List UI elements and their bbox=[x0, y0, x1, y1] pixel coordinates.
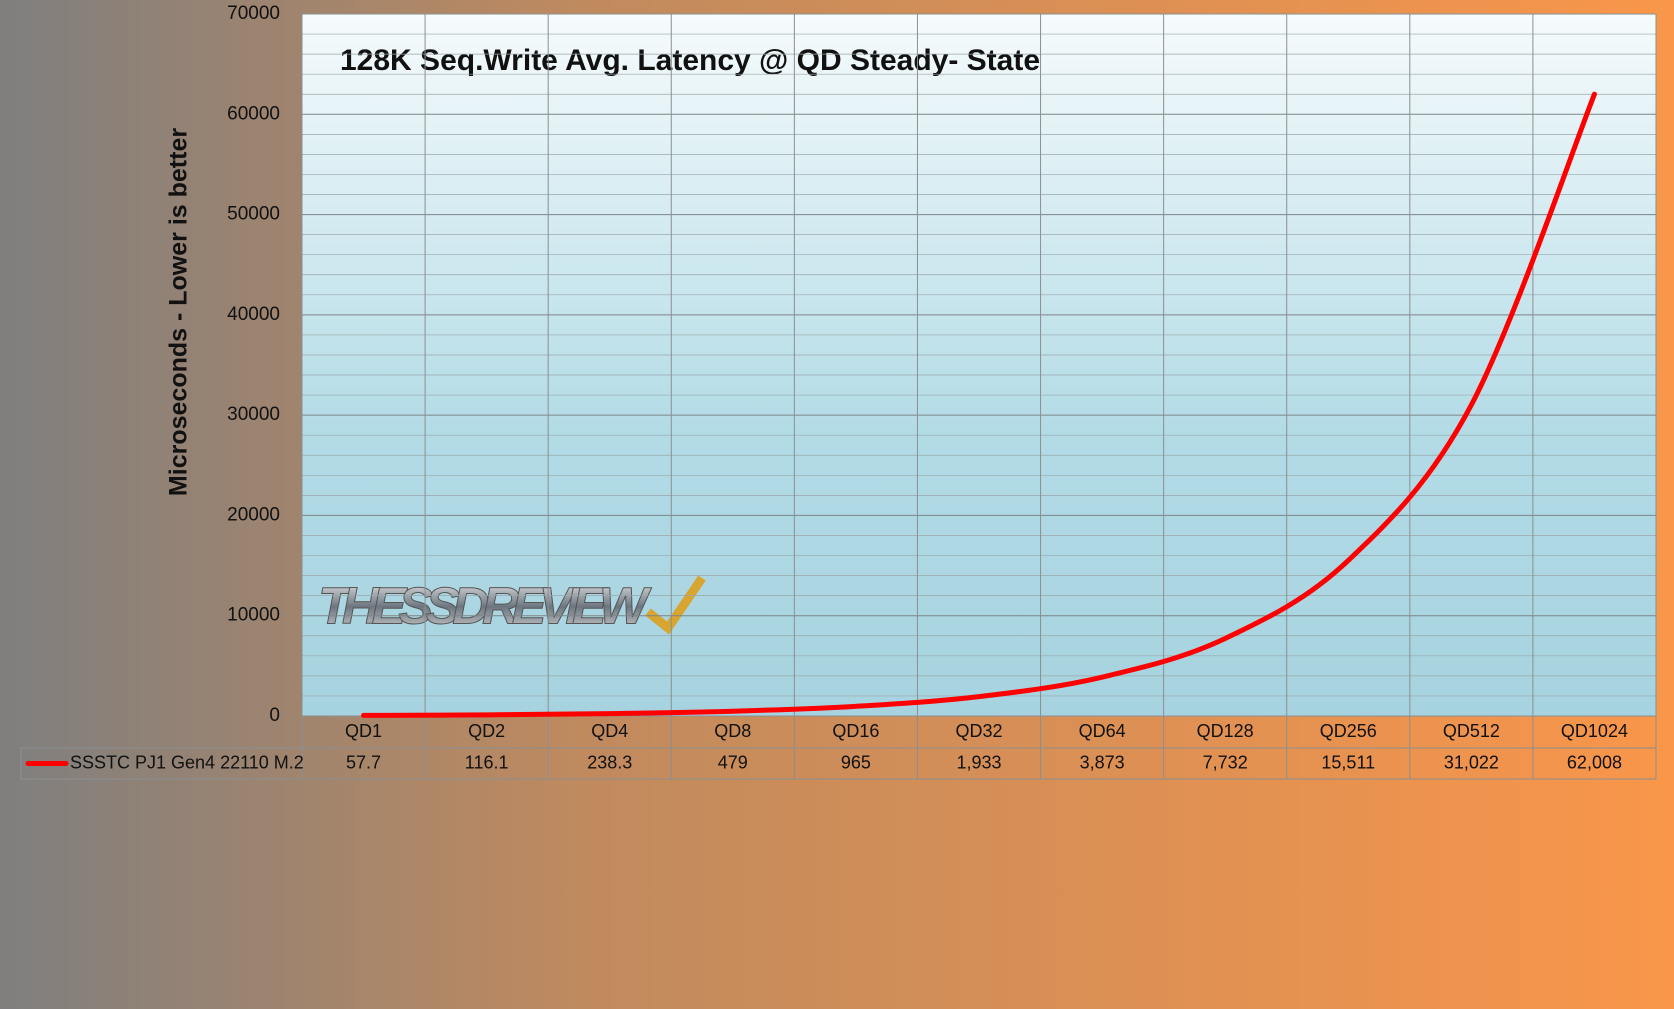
data-table-value: 479 bbox=[718, 752, 748, 772]
logo-check bbox=[645, 575, 706, 635]
data-table-value: 238.3 bbox=[587, 752, 632, 772]
data-table-value: 31,022 bbox=[1444, 752, 1499, 772]
logo: THESSDREVIEW bbox=[318, 578, 652, 636]
y-tick-label: 10000 bbox=[227, 605, 280, 626]
series-line bbox=[361, 91, 1597, 718]
y-tick-label: 50000 bbox=[227, 204, 280, 225]
data-table-value: 3,873 bbox=[1080, 752, 1125, 772]
plot-area bbox=[302, 14, 1656, 716]
y-tick-label: 70000 bbox=[227, 3, 280, 24]
x-tick-label: QD64 bbox=[1079, 721, 1126, 741]
x-tick-label: QD2 bbox=[468, 721, 505, 741]
x-tick-label: QD512 bbox=[1443, 721, 1500, 741]
y-axis-label: Microseconds - Lower is better bbox=[165, 128, 193, 496]
chart-title: 128K Seq.Write Avg. Latency @ QD Steady-… bbox=[340, 44, 1040, 77]
x-tick-label: QD8 bbox=[714, 721, 751, 741]
x-tick-label: QD256 bbox=[1320, 721, 1377, 741]
data-table-value: 116.1 bbox=[465, 752, 509, 772]
data-table-value: 1,933 bbox=[956, 752, 1001, 772]
y-tick-label: 0 bbox=[269, 705, 280, 726]
data-table-value: 62,008 bbox=[1567, 752, 1622, 772]
x-tick-label: QD1024 bbox=[1561, 721, 1628, 741]
x-tick-label: QD1 bbox=[345, 721, 382, 741]
x-tick-label: QD4 bbox=[591, 721, 628, 741]
y-tick-label: 20000 bbox=[227, 504, 280, 525]
data-table-value: 965 bbox=[841, 752, 871, 772]
y-tick-label: 40000 bbox=[227, 304, 280, 325]
y-tick-label: 60000 bbox=[227, 103, 280, 124]
legend-label: SSSTC PJ1 Gen4 22110 M.2 bbox=[70, 752, 304, 772]
data-table-value: 7,732 bbox=[1203, 752, 1248, 772]
data-table-value: 15,511 bbox=[1321, 752, 1375, 772]
x-tick-label: QD128 bbox=[1197, 721, 1254, 741]
x-tick-label: QD32 bbox=[955, 721, 1002, 741]
y-tick-label: 30000 bbox=[227, 404, 280, 425]
data-table-value: 57.7 bbox=[346, 752, 381, 772]
x-tick-label: QD16 bbox=[832, 721, 879, 741]
